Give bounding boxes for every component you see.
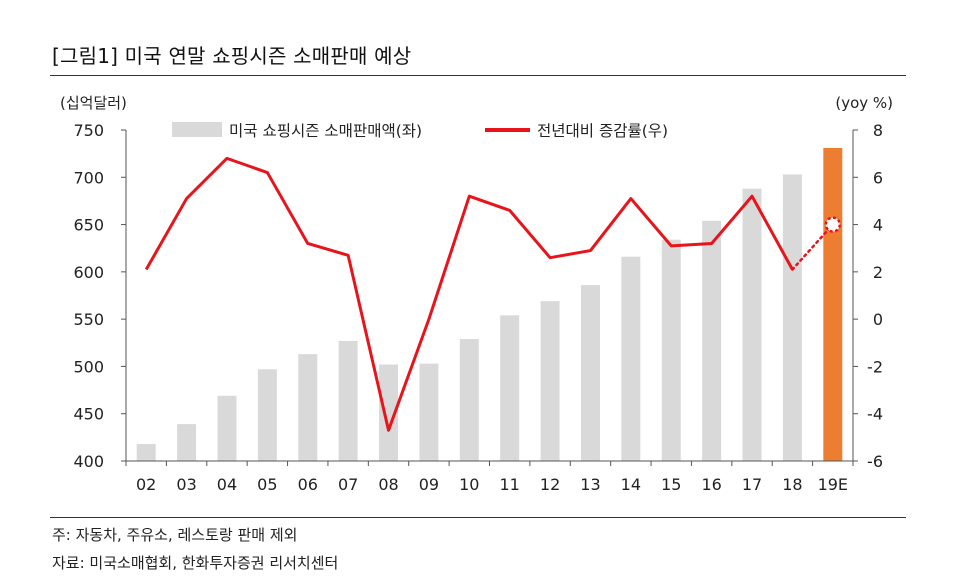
- bar-18: [782, 174, 802, 461]
- footer-divider: [50, 517, 906, 518]
- x-tick-label: 02: [136, 475, 156, 494]
- x-tick-label: 16: [701, 475, 721, 494]
- left-tick-label: 700: [73, 168, 104, 187]
- right-tick-label: 4: [873, 216, 883, 235]
- yoy-line-actual: [144, 156, 794, 432]
- x-tick-label: 06: [298, 475, 318, 494]
- yoy-line-forecast: [791, 223, 835, 271]
- x-tick-label: 12: [540, 475, 560, 494]
- bar-14: [621, 256, 641, 461]
- bar-12: [540, 301, 560, 461]
- x-tick-label: 11: [500, 475, 520, 494]
- left-axis-unit: (십억달러): [60, 94, 127, 112]
- right-tick-label: -2: [867, 357, 883, 376]
- footnote: 주: 자동차, 주유소, 레스토랑 판매 제외: [52, 526, 298, 544]
- bar-06: [298, 354, 318, 461]
- bar-15: [661, 239, 681, 461]
- x-tick-label: 15: [661, 475, 681, 494]
- left-tick-label: 450: [73, 405, 104, 424]
- right-tick-label: 6: [873, 168, 883, 187]
- title-divider: [50, 75, 906, 76]
- bar-08: [379, 364, 399, 461]
- bar-17: [742, 188, 762, 462]
- right-tick-label: 2: [873, 263, 883, 282]
- x-tick-label: 04: [217, 475, 237, 494]
- x-tick-label: 14: [621, 475, 641, 494]
- bar-11: [500, 315, 520, 461]
- bar-16: [702, 220, 722, 461]
- left-tick-label: 500: [73, 357, 104, 376]
- x-tick-label: 19E: [818, 475, 848, 494]
- bar-07: [338, 340, 358, 461]
- legend-bar-swatch: [172, 122, 222, 137]
- x-tick-label: 13: [580, 475, 600, 494]
- left-tick-label: 600: [73, 263, 104, 282]
- x-tick-label: 17: [742, 475, 762, 494]
- bar-09: [419, 363, 439, 461]
- x-tick-label: 05: [257, 475, 277, 494]
- left-tick-label: 650: [73, 216, 104, 235]
- x-tick-label: 03: [176, 475, 196, 494]
- x-tick-label: 10: [459, 475, 479, 494]
- x-tick-label: 09: [419, 475, 439, 494]
- bar-19E: [823, 147, 843, 461]
- legend-line-label: 전년대비 증감률(우): [537, 122, 668, 140]
- bar-02: [136, 443, 156, 461]
- x-tick-label: 08: [378, 475, 398, 494]
- right-tick-label: 8: [873, 121, 883, 140]
- right-tick-label: 0: [873, 310, 883, 329]
- source-note: 자료: 미국소매협회, 한화투자증권 리서치센터: [52, 554, 339, 572]
- bar-03: [177, 424, 197, 461]
- figure-title: [그림1] 미국 연말 쇼핑시즌 소매판매 예상: [52, 44, 412, 68]
- yoy-forecast-point: [824, 216, 842, 233]
- right-tick-label: -6: [867, 452, 883, 471]
- left-tick-label: 550: [73, 310, 104, 329]
- x-tick-label: 07: [338, 475, 358, 494]
- left-tick-label: 400: [73, 452, 104, 471]
- bar-05: [257, 369, 277, 461]
- right-axis-unit: (yoy %): [835, 94, 893, 112]
- bar-04: [217, 395, 237, 461]
- left-tick-label: 750: [73, 121, 104, 140]
- x-tick-label: 18: [782, 475, 802, 494]
- bar-10: [459, 339, 479, 461]
- bar-13: [580, 285, 600, 461]
- right-tick-label: -4: [867, 405, 883, 424]
- legend-bar-label: 미국 쇼핑시즌 소매판매액(좌): [229, 122, 422, 140]
